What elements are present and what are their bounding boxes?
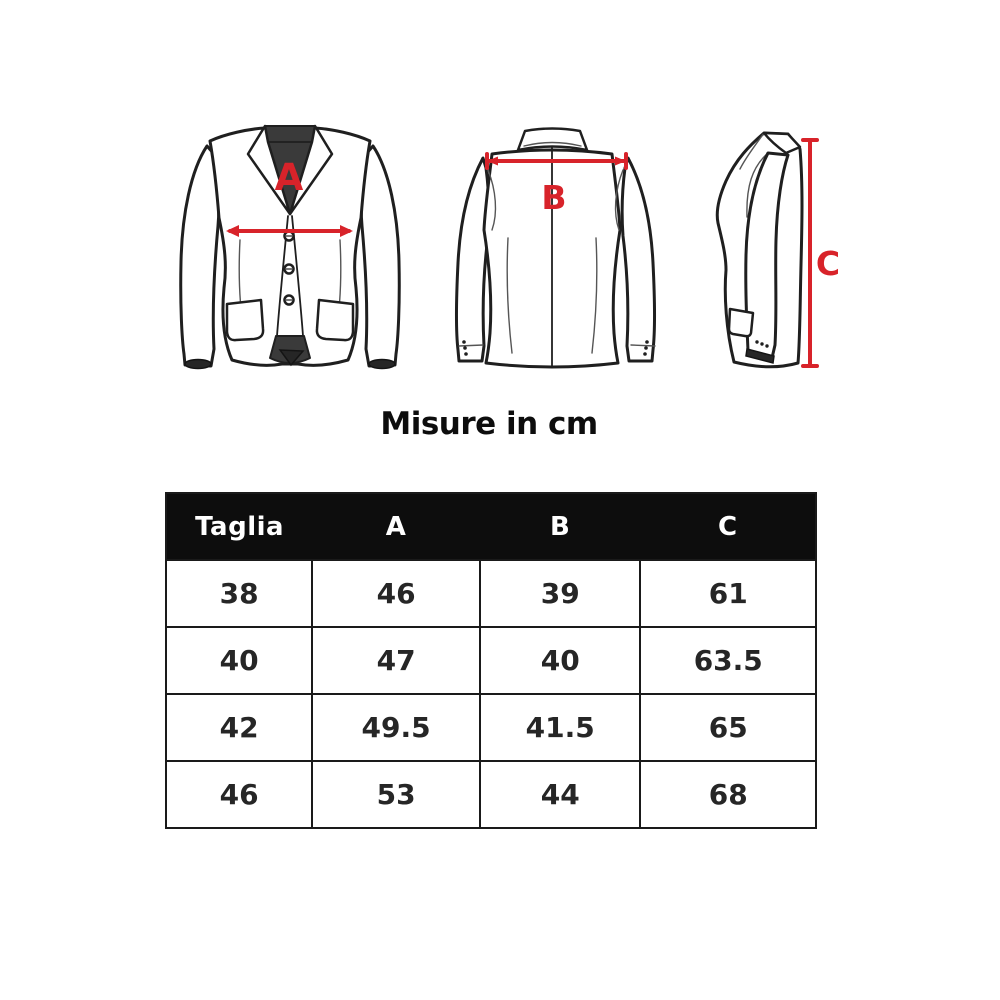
- size-table: Taglia A B C 38 46 39 61 40 47 40 63.5 4…: [164, 492, 817, 829]
- col-header-a: A: [312, 493, 480, 560]
- measure-c-cell: 61: [639, 559, 817, 628]
- front-right-sleeve: [359, 144, 401, 368]
- table-header-row: Taglia A B C: [166, 493, 816, 560]
- back-collar-seam: [523, 141, 582, 147]
- back-left-cuff-seam: [458, 344, 484, 347]
- side-cuff-band: [745, 348, 775, 364]
- size-cell: 42: [164, 693, 314, 762]
- side-collar: [762, 131, 802, 155]
- measure-b-cell: 44: [478, 760, 642, 829]
- back-collar: [516, 127, 589, 152]
- col-header-c: C: [640, 493, 816, 560]
- side-view-diagram: C: [715, 131, 840, 369]
- back-left-dart: [506, 237, 513, 354]
- back-view-diagram: B: [455, 127, 656, 369]
- back-right-dart: [591, 237, 598, 354]
- measure-a-cell: 46: [311, 559, 481, 628]
- side-lapel-line: [739, 132, 765, 170]
- col-header-b: B: [479, 493, 641, 560]
- measure-b-cell: 41.5: [478, 693, 642, 762]
- front-left-sleeve: [179, 144, 221, 368]
- measure-a-cell: 47: [311, 626, 481, 695]
- front-hem-flap: [278, 349, 305, 367]
- back-right-cuff-seam: [630, 344, 656, 347]
- front-buttons: [283, 230, 295, 306]
- measure-a-cell: 49.5: [311, 693, 481, 762]
- size-cell: 38: [164, 559, 314, 628]
- table-row: 40 47 40 63.5: [164, 626, 817, 695]
- col-header-taglia: Taglia: [166, 493, 313, 560]
- measure-b-label: B: [541, 178, 566, 217]
- table-row: 42 49.5 41.5 65: [164, 693, 817, 762]
- measure-c-cell: 65: [639, 693, 817, 762]
- back-left-armhole: [487, 169, 497, 231]
- side-cuff-buttons: [755, 340, 769, 348]
- measure-b-cell: 39: [478, 559, 642, 628]
- side-sleeve: [744, 151, 790, 360]
- back-left-sleeve: [455, 156, 491, 363]
- back-right-sleeve: [620, 156, 656, 363]
- page-title: Misure in cm: [380, 406, 598, 442]
- measure-b-arrow: [485, 152, 628, 170]
- size-cell: 40: [164, 626, 314, 695]
- front-right-pocket: [315, 298, 355, 342]
- front-right-lapel: [288, 124, 334, 216]
- measure-b-cell: 40: [478, 626, 642, 695]
- front-left-cuff-opening: [184, 358, 212, 370]
- measure-a-cell: 53: [311, 760, 481, 829]
- measure-c-label: C: [816, 244, 840, 283]
- measure-c-cell: 68: [639, 760, 817, 829]
- measure-a-arrow: [226, 225, 353, 237]
- side-pocket: [727, 307, 755, 338]
- table-row: 38 46 39 61: [164, 559, 817, 628]
- table-row: 46 53 44 68: [164, 760, 817, 829]
- measure-a-label: A: [275, 156, 304, 199]
- measure-c-line: [801, 138, 819, 368]
- side-armhole: [746, 152, 769, 218]
- back-right-armhole: [614, 169, 624, 231]
- front-view-diagram: A: [179, 124, 401, 370]
- size-cell: 46: [164, 760, 314, 829]
- measure-c-cell: 63.5: [639, 626, 817, 695]
- front-left-pocket: [225, 298, 265, 342]
- back-cuff-buttons: [462, 340, 649, 356]
- front-right-cuff-opening: [368, 358, 396, 370]
